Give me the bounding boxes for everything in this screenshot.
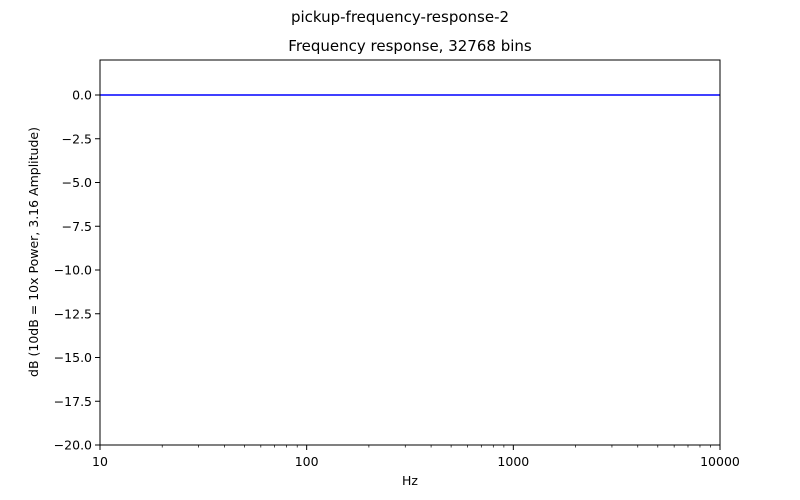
y-tick-label: −2.5 [62,131,92,146]
x-tick-label: 100 [295,454,319,469]
x-axis-label: Hz [402,473,418,488]
plot-area: 10 100 1000 10000 0.0 −2.5 −5.0 −7.5 −10.0 −12.5 −… [54,59,740,469]
y-tick-label: −15.0 [54,350,92,365]
chart-title: Frequency response, 32768 bins [288,37,532,55]
y-tick-label: −17.5 [54,394,92,409]
figure-suptitle: pickup-frequency-response-2 [291,8,509,26]
y-tick-label: −10.0 [54,263,92,278]
x-tick-label: 1000 [497,454,529,469]
y-tick-label: 0.0 [72,88,92,103]
y-tick-label: −7.5 [62,219,92,234]
y-tick-label: −12.5 [54,306,92,321]
x-tick-label: 10 [92,454,108,469]
axes-frame [99,59,721,446]
y-axis-label: dB (10dB = 10x Power, 3.16 Amplitude) [26,127,41,377]
x-tick-label: 10000 [700,454,740,469]
y-tick-label: −20.0 [54,438,92,453]
y-tick-label: −5.0 [62,175,92,190]
